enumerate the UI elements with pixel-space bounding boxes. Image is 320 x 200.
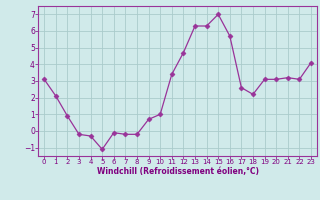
X-axis label: Windchill (Refroidissement éolien,°C): Windchill (Refroidissement éolien,°C) (97, 167, 259, 176)
